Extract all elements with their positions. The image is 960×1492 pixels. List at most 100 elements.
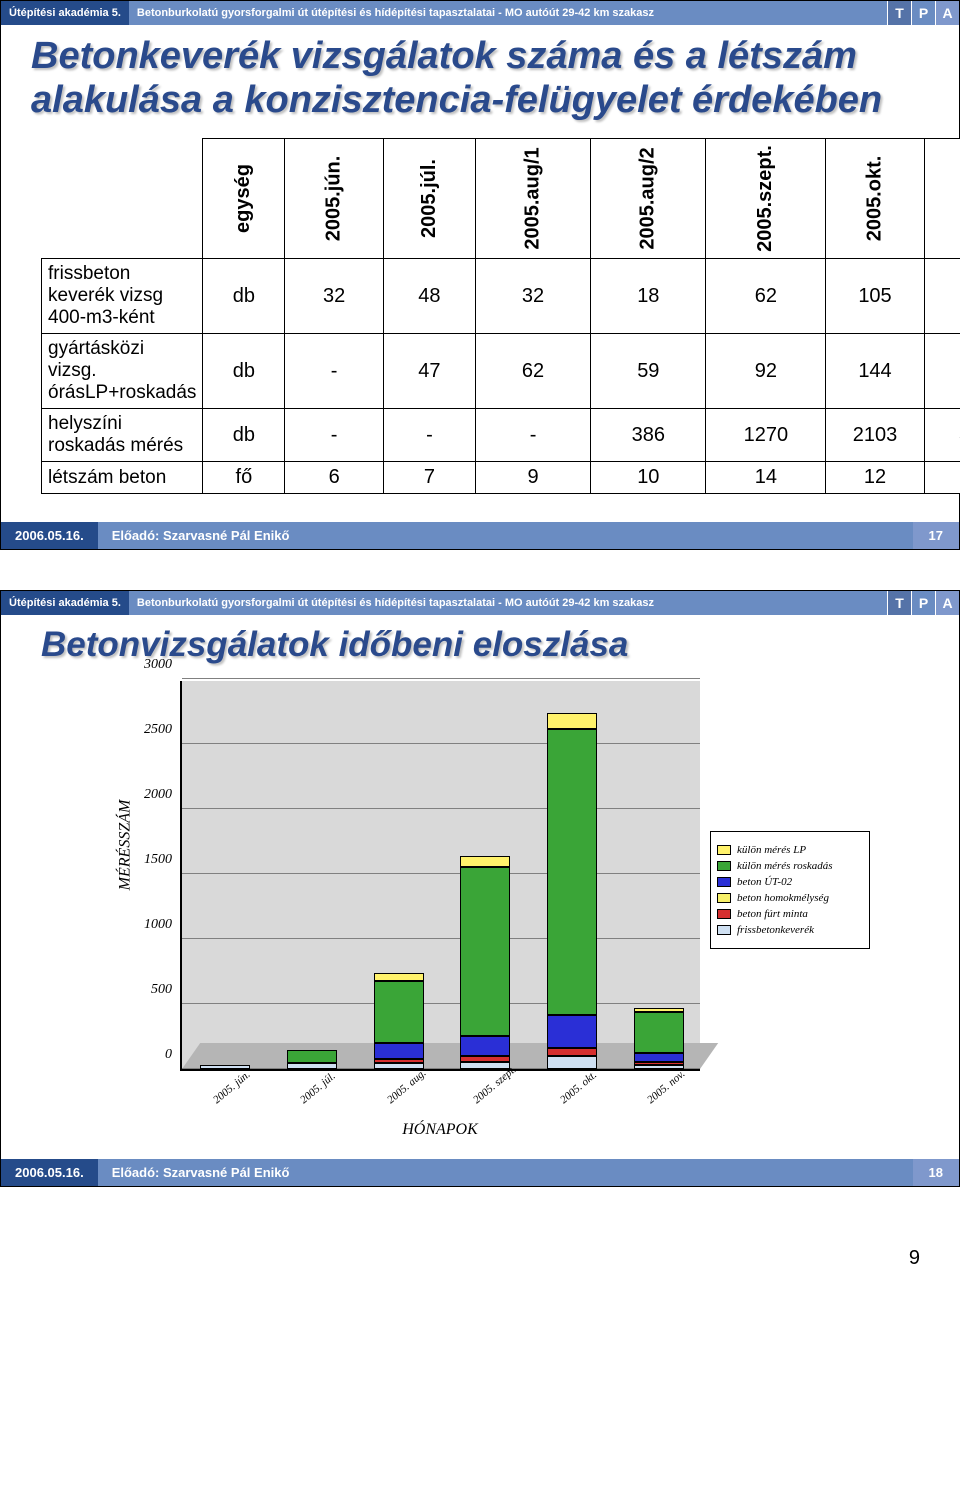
row-label: frissbeton keverék vizsg 400-m3-ként <box>42 259 203 334</box>
cell: 14 <box>706 462 826 494</box>
table-wrapper: egység2005.jún.2005.júl.2005.aug/12005.a… <box>1 128 959 514</box>
table-row: frissbeton keverék vizsg 400-m3-kéntdb32… <box>42 259 960 334</box>
y-tick: 2000 <box>144 787 172 803</box>
cell: 92 <box>706 334 826 409</box>
legend-label: beton fúrt minta <box>737 908 808 920</box>
col-header: 2005.júl. <box>383 139 475 259</box>
x-label: 2005. aug. <box>385 1067 429 1106</box>
header-academy: Útépítési akadémia 5. <box>1 591 129 615</box>
table-row: helyszíni roskadás mérésdb---38612702103… <box>42 409 960 462</box>
bar-segment <box>634 1008 684 1012</box>
legend-item: frissbetonkeverék <box>717 924 863 936</box>
cell: db <box>203 259 285 334</box>
legend-label: külön mérés roskadás <box>737 860 833 872</box>
cell: - <box>285 409 384 462</box>
col-header: 2005.aug/2 <box>591 139 706 259</box>
header-academy: Útépítési akadémia 5. <box>1 1 129 25</box>
cell: 47 <box>383 334 475 409</box>
x-label: 2005. okt. <box>558 1069 599 1106</box>
logo-t: T <box>887 1 911 25</box>
chart-legend: külön mérés LP külön mérés roskadás beton … <box>710 831 870 949</box>
legend-item: beton fúrt minta <box>717 908 863 920</box>
slide-footer: 2006.05.16. Előadó: Szarvasné Pál Enikő … <box>1 522 959 549</box>
cell: 62 <box>706 259 826 334</box>
footer-slide-number: 17 <box>913 522 959 549</box>
x-label: 2005. nov. <box>645 1068 687 1106</box>
chart-area: MÉRÉSSZÁM 050010001500200025003000 2005.… <box>1 671 959 1151</box>
chart-frame: MÉRÉSSZÁM 050010001500200025003000 2005.… <box>110 681 870 1141</box>
bar-segment <box>374 981 424 1043</box>
y-tick: 1000 <box>144 917 172 933</box>
bar-segment <box>460 1062 510 1070</box>
bar-segment <box>634 1053 684 1062</box>
x-labels: 2005. jún.2005. júl.2005. aug.2005. szep… <box>180 1083 700 1111</box>
cell: 7 <box>383 462 475 494</box>
legend-swatch <box>717 909 731 919</box>
logo-a: A <box>935 1 959 25</box>
legend-swatch <box>717 861 731 871</box>
bar-segment <box>374 1063 424 1070</box>
bar-segment <box>634 1065 684 1070</box>
slide-title: Betonkeverék vizsgálatok száma és a léts… <box>1 25 959 128</box>
y-tick: 1500 <box>144 852 172 868</box>
bar-segment <box>634 1012 684 1054</box>
table-row: gyártásközi vizsg. órásLP+roskadásdb-476… <box>42 334 960 409</box>
col-header: 2005.szept. <box>706 139 826 259</box>
cell: 2103 <box>826 409 925 462</box>
cell: - <box>475 409 590 462</box>
bar-segment <box>547 1048 597 1056</box>
cell: 105 <box>826 259 925 334</box>
bar-segment <box>374 1043 424 1059</box>
footer-presenter: Előadó: Szarvasné Pál Enikő <box>98 1159 913 1186</box>
cell: - <box>383 409 475 462</box>
bar-segment <box>547 1056 597 1070</box>
bar-segment <box>547 1015 597 1048</box>
tpa-logo: T P A <box>887 591 959 615</box>
header-subtitle: Betonburkolatú gyorsforgalmi út útépítés… <box>129 1 887 25</box>
logo-t: T <box>887 591 911 615</box>
page-number: 9 <box>0 1227 960 1270</box>
bar-segment <box>287 1050 337 1063</box>
bar-segment <box>374 973 424 981</box>
col-header: 2005.okt. <box>826 139 925 259</box>
legend-item: külön mérés roskadás <box>717 860 863 872</box>
x-axis-title: HÓNAPOK <box>180 1121 700 1139</box>
y-tick: 3000 <box>144 657 172 673</box>
bar-segment <box>460 1036 510 1057</box>
slide-header: Útépítési akadémia 5. Betonburkolatú gyo… <box>1 1 959 25</box>
legend-label: beton ÚT-02 <box>737 876 792 888</box>
legend-swatch <box>717 893 731 903</box>
row-label: létszám beton <box>42 462 203 494</box>
legend-label: beton homokmélység <box>737 892 829 904</box>
y-tick: 2500 <box>144 722 172 738</box>
footer-date: 2006.05.16. <box>1 1159 98 1186</box>
cell: 6 <box>924 462 960 494</box>
bar-segment <box>287 1063 337 1070</box>
cell: 6 <box>285 462 384 494</box>
cell: 1270 <box>706 409 826 462</box>
y-axis: MÉRÉSSZÁM 050010001500200025003000 <box>110 681 180 1071</box>
x-label: 2005. júl. <box>298 1070 338 1106</box>
header-subtitle: Betonburkolatú gyorsforgalmi út útépítés… <box>129 591 887 615</box>
data-table: egység2005.jún.2005.júl.2005.aug/12005.a… <box>41 138 960 494</box>
y-tick: 0 <box>165 1047 172 1063</box>
legend-label: külön mérés LP <box>737 844 806 856</box>
y-tick: 500 <box>151 982 172 998</box>
cell: fő <box>203 462 285 494</box>
row-label: helyszíni roskadás mérés <box>42 409 203 462</box>
cell: 386 <box>591 409 706 462</box>
cell: 32 <box>285 259 384 334</box>
legend-swatch <box>717 925 731 935</box>
footer-slide-number: 18 <box>913 1159 959 1186</box>
y-axis-label: MÉRÉSSZÁM <box>116 800 134 891</box>
bar-segment <box>547 729 597 1015</box>
cell: 9 <box>475 462 590 494</box>
logo-p: P <box>911 591 935 615</box>
logo-p: P <box>911 1 935 25</box>
cell: 312 <box>924 409 960 462</box>
row-label: gyártásközi vizsg. órásLP+roskadás <box>42 334 203 409</box>
table-row: létszám betonfő6791014126 <box>42 462 960 494</box>
chart-plot <box>180 681 700 1071</box>
x-label: 2005. jún. <box>211 1069 253 1107</box>
legend-item: beton homokmélység <box>717 892 863 904</box>
